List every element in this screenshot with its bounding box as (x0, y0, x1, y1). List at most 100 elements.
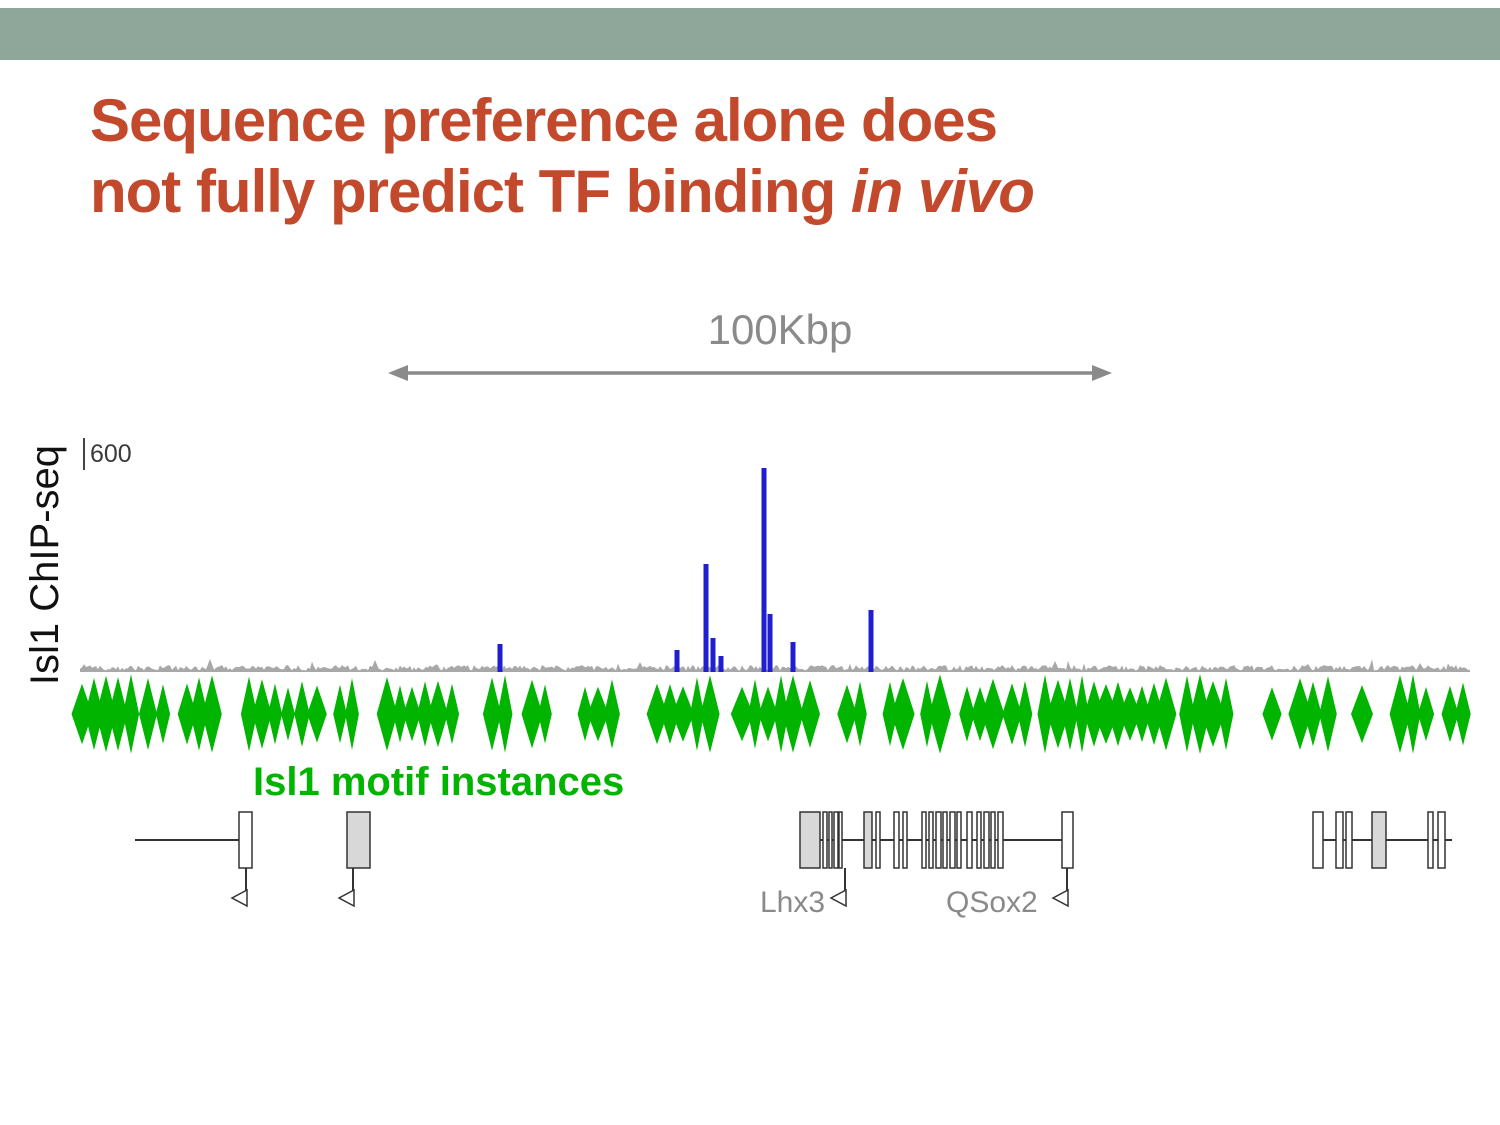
motif-instance (1262, 687, 1282, 741)
motif-instance (690, 677, 704, 751)
exon-box (1312, 811, 1324, 869)
chipseq-peak (497, 644, 503, 672)
motif-instance (1218, 677, 1234, 751)
scale-bar-arrow (388, 365, 1112, 381)
motif-instance (646, 683, 668, 745)
motif-instance (1094, 684, 1118, 744)
chipseq-peak (868, 610, 874, 672)
exon-box (822, 811, 828, 869)
chipseq-peak (674, 650, 680, 672)
exon-box (935, 811, 942, 869)
exon-box (893, 811, 900, 869)
motif-instance (252, 679, 272, 749)
motif-instance (139, 678, 157, 750)
motif-instance (376, 677, 398, 751)
motif-instance (748, 679, 762, 749)
motif-instance (1037, 674, 1053, 754)
motif-instance (345, 678, 359, 750)
motif-instance (1084, 681, 1104, 747)
motif-instances-track (71, 674, 1471, 754)
motif-instance (730, 686, 754, 742)
exon-box (942, 811, 948, 869)
motif-instance (773, 675, 789, 753)
motif-instance (333, 684, 347, 744)
motif-instance (1075, 675, 1089, 753)
motif-instance (403, 686, 421, 742)
motif-instance (497, 675, 513, 753)
exon-box (902, 811, 908, 869)
motif-instance (758, 686, 778, 742)
motif-instance (882, 681, 898, 747)
exon-box (1061, 811, 1074, 869)
motif-instance (1002, 683, 1022, 745)
exon-box (976, 811, 982, 869)
scale-bar-label: 100Kbp (707, 306, 853, 353)
motif-instance (837, 684, 857, 744)
motif-instance (1133, 685, 1151, 743)
tss-arrow-icon (230, 888, 248, 908)
motif-instance (267, 683, 283, 745)
motif-instance (240, 676, 258, 752)
header-accent-bar (0, 8, 1500, 60)
motif-instance (1441, 685, 1459, 743)
exon-box (983, 811, 990, 869)
exon-box (990, 811, 996, 869)
exon-box (1335, 811, 1344, 869)
motif-instance (660, 684, 680, 744)
motif-instance (84, 677, 104, 751)
exon-box (921, 811, 927, 869)
motif-instance (417, 681, 433, 747)
slide-title: Sequence preference alone does not fully… (90, 86, 1035, 228)
exon-box (238, 811, 253, 869)
motif-instance (307, 685, 327, 743)
motif-instance (587, 686, 609, 742)
noise-bump (635, 662, 645, 672)
motif-track-label: Isl1 motif instances (253, 760, 625, 804)
exon-box (997, 811, 1004, 869)
noise-bump (1050, 661, 1060, 672)
exon-box (1427, 811, 1434, 869)
motif-instance (1144, 683, 1164, 745)
exon-box (966, 811, 973, 869)
slide-title-line2: not fully predict TF binding in vivo (90, 157, 1035, 228)
motif-instance (1417, 687, 1435, 741)
motif-instance (959, 686, 975, 742)
chipseq-peaks (497, 468, 874, 672)
motif-instance (1319, 676, 1337, 752)
exon-box (928, 811, 934, 869)
motif-instance (700, 675, 720, 753)
chipseq-peak (761, 468, 767, 672)
chipseq-peak (703, 564, 709, 672)
motif-instance (96, 675, 116, 753)
exon-box (863, 811, 873, 869)
motif-instance (1288, 678, 1312, 750)
motif-instance (1017, 680, 1033, 748)
arrow-right-icon (1092, 365, 1112, 381)
gene-label-qsox2: QSox2 (946, 886, 1038, 919)
exon-box (828, 811, 833, 869)
motif-instance (1190, 674, 1210, 754)
motif-instance (1351, 685, 1373, 743)
motif-instance (1047, 679, 1069, 749)
chipseq-peak (767, 614, 773, 672)
motif-instance (281, 687, 295, 741)
motif-instance (1119, 687, 1141, 741)
motif-instance (604, 679, 620, 749)
tss-arrow-icon (1051, 888, 1069, 908)
motif-instance (393, 685, 407, 743)
motif-instance (1108, 681, 1128, 747)
motif-instance (1389, 674, 1411, 754)
motif-instance (190, 677, 208, 751)
slide-title-line1: Sequence preference alone does (90, 87, 998, 154)
motif-instance (981, 678, 1005, 750)
tss-arrow-icon (829, 888, 847, 908)
motif-instance (782, 675, 804, 753)
motif-instance (108, 677, 128, 751)
tss-arrow-icon (337, 888, 355, 908)
motif-instance (853, 681, 867, 747)
exon-box (956, 811, 962, 869)
motif-instance (444, 683, 460, 745)
gene-label-lhx3: Lhx3 (760, 886, 826, 919)
motif-instance (920, 680, 934, 748)
